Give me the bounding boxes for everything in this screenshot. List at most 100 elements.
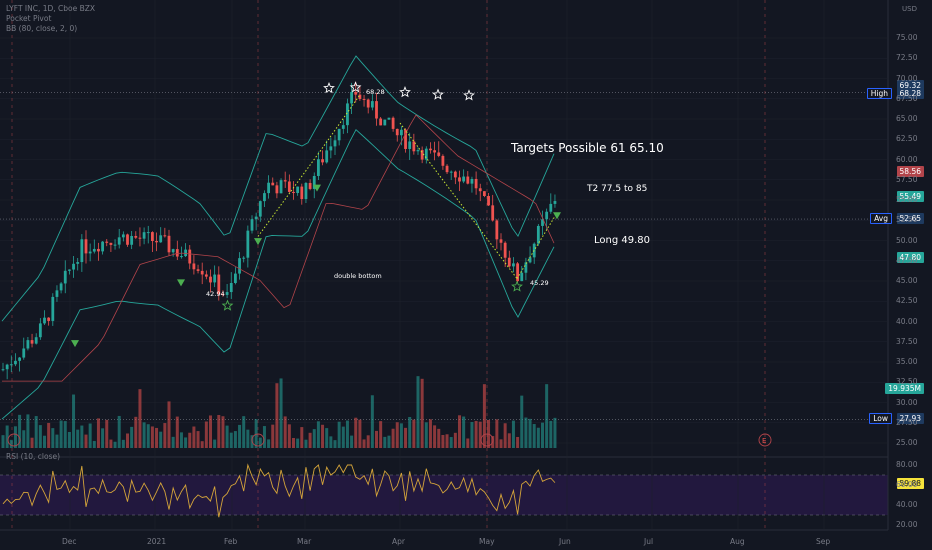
indicator-pocket-pivot[interactable]: Pocket Pivot: [6, 14, 52, 23]
price-tick: 55.00: [896, 195, 918, 204]
candle-body: [225, 292, 229, 295]
volume-bar: [458, 415, 461, 448]
pocket-pivot-marker: [553, 212, 561, 220]
time-tick: Aug: [730, 537, 745, 546]
volume-bar: [246, 429, 250, 448]
volume-bar: [262, 426, 266, 448]
candle-body: [420, 150, 424, 160]
candle-body: [97, 248, 100, 252]
candle-body: [433, 150, 436, 153]
symbol-title[interactable]: LYFT INC, 1D, Cboe BZX: [6, 4, 96, 13]
candle-body: [325, 150, 329, 163]
double-bottom-annotation: double bottom: [334, 272, 382, 280]
candle-body: [30, 340, 34, 344]
candle-body: [267, 182, 270, 194]
volume-bar: [155, 427, 159, 448]
indicator-bb[interactable]: BB (80, close, 2, 0): [6, 24, 78, 33]
volume-bar: [121, 439, 125, 448]
volume-bar: [341, 426, 345, 448]
volume-bar: [549, 420, 553, 448]
volume-bar: [316, 421, 320, 448]
candle-body: [346, 103, 349, 126]
last-price-tag: 55.49: [896, 191, 924, 202]
candle-body: [528, 257, 532, 263]
candle-body: [495, 220, 499, 240]
volume-bar: [233, 431, 237, 448]
volume-bar: [395, 422, 399, 448]
candle-body: [536, 225, 540, 244]
volume-bar: [18, 414, 22, 448]
volume-bar: [1, 435, 5, 448]
candle-body: [441, 155, 445, 166]
candle-body: [279, 180, 283, 194]
pocket-pivot-marker: [313, 184, 321, 192]
volume-bar: [84, 434, 88, 448]
rsi-tick: 40.00: [896, 500, 918, 509]
volume-bar: [59, 420, 63, 448]
volume-bar: [424, 422, 428, 448]
candle-body: [196, 269, 200, 271]
candle-body: [55, 290, 59, 297]
volume-bar: [283, 416, 287, 448]
volume-bar: [507, 433, 511, 448]
volume-bar: [520, 395, 524, 448]
volume-bar: [200, 441, 204, 448]
trend-line: [399, 122, 518, 279]
trend-line: [257, 151, 321, 237]
candle-body: [254, 216, 258, 220]
candle-body: [105, 241, 109, 243]
candle-body: [14, 360, 17, 365]
volume-bar: [300, 427, 304, 448]
volume-bar: [329, 436, 333, 448]
candle-body: [142, 232, 146, 239]
candle-body: [138, 237, 142, 239]
candle-body: [462, 176, 466, 182]
volume-bar: [109, 439, 113, 448]
candle-body: [375, 101, 378, 119]
earnings-marker: [480, 433, 494, 447]
candle-body: [22, 348, 26, 358]
pivot-star: [221, 299, 234, 311]
volume-bar: [379, 421, 383, 448]
volume-bar: [358, 419, 362, 448]
earnings-marker: [251, 433, 265, 447]
trend-line: [516, 215, 556, 279]
volume-bar: [34, 416, 38, 448]
price-tag-t1: 69.32: [896, 80, 924, 91]
rsi-value-tag: 59.88: [896, 478, 924, 489]
long-annotation: Long 49.80: [594, 235, 651, 246]
candles: [1, 81, 557, 380]
candle-body: [366, 99, 370, 108]
candle-body: [171, 249, 175, 253]
price-tick: 52.50: [896, 215, 918, 225]
candle-body: [520, 272, 524, 282]
volume-bar: [524, 417, 528, 448]
volume-bar: [441, 434, 445, 448]
time-tick: Jun: [559, 537, 571, 546]
time-tick: Dec: [62, 537, 77, 546]
volume-bar: [192, 426, 196, 448]
candle-body: [18, 357, 21, 361]
volume-bar: [412, 419, 416, 448]
candle-body: [408, 141, 412, 149]
top-star: [399, 86, 411, 98]
price-tick: 70.00: [896, 73, 918, 83]
candle-body: [192, 263, 196, 270]
candle-body: [271, 182, 275, 186]
price-tag-red: 58.56: [896, 166, 924, 177]
rsi-legend[interactable]: RSI (10, close): [6, 452, 61, 461]
candle-body: [126, 234, 129, 245]
candle-body: [9, 364, 13, 366]
volume-bar: [72, 394, 76, 448]
candle-body: [516, 263, 519, 282]
bb-basis: [2, 114, 555, 382]
candle-body: [213, 274, 217, 283]
volume-bar: [92, 440, 96, 448]
volume-bar: [105, 419, 109, 448]
candle-body: [350, 91, 353, 104]
candle-body: [283, 180, 287, 182]
currency-label[interactable]: USD: [902, 5, 917, 13]
volume-bar: [130, 426, 134, 448]
